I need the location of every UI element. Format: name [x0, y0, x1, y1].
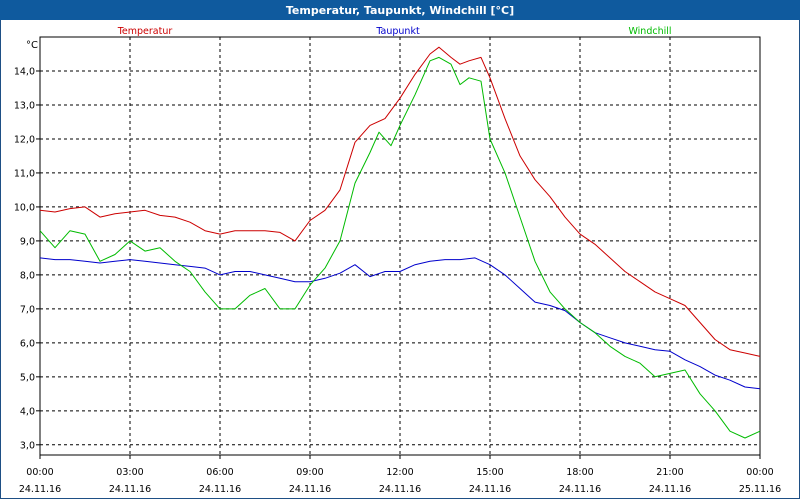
- legend-temperatur: Temperatur: [117, 26, 173, 37]
- x-tick-time: 00:00: [26, 467, 53, 478]
- y-tick-label: 14,0: [14, 66, 35, 77]
- x-tick-date: 24.11.16: [289, 484, 331, 495]
- y-axis-label: °C: [26, 40, 38, 51]
- x-tick-time: 09:00: [296, 467, 323, 478]
- x-tick-labels: 00:00 24.11.16 03:00 24.11.16 06:00 24.11.16 0…: [19, 467, 781, 495]
- y-tick-label: 9,0: [20, 236, 35, 247]
- x-tick-time: 18:00: [566, 467, 593, 478]
- x-tick-date: 24.11.16: [19, 484, 61, 495]
- series-line-temperatur: [39, 46, 761, 357]
- x-tick-date: 24.11.16: [109, 484, 151, 495]
- x-tick-time: 15:00: [476, 467, 503, 478]
- series-line-windchill: [39, 56, 761, 439]
- grid-lines: [36, 37, 761, 459]
- y-tick-label: 10,0: [14, 202, 35, 213]
- y-tick-label: 12,0: [14, 134, 35, 145]
- legend: Temperatur Taupunkt Windchill: [117, 26, 672, 37]
- x-tick-date: 24.11.16: [559, 484, 601, 495]
- chart-title: Temperatur, Taupunkt, Windchill [°C]: [0, 0, 800, 20]
- x-tick-time: 12:00: [386, 467, 413, 478]
- legend-taupunkt: Taupunkt: [375, 26, 420, 37]
- x-tick-time: 00:00: [746, 467, 773, 478]
- y-tick-label: 11,0: [14, 168, 35, 179]
- y-tick-labels: 3,0 4,0 5,0 6,0 7,0 8,0 9,0 10,0 11,0 12,0 13,0 14,…: [14, 66, 35, 451]
- y-tick-label: 5,0: [20, 372, 35, 383]
- x-tick-date: 24.11.16: [649, 484, 691, 495]
- x-tick-date: 24.11.16: [199, 484, 241, 495]
- y-tick-label: 8,0: [20, 270, 35, 281]
- legend-windchill: Windchill: [628, 26, 671, 37]
- y-tick-label: 13,0: [14, 100, 35, 111]
- x-tick-time: 21:00: [656, 467, 683, 478]
- x-tick-date: 24.11.16: [469, 484, 511, 495]
- series-lines: [39, 46, 761, 439]
- x-tick-time: 03:00: [116, 467, 143, 478]
- x-tick-time: 06:00: [206, 467, 233, 478]
- y-tick-label: 6,0: [20, 338, 35, 349]
- y-tick-label: 3,0: [20, 440, 35, 451]
- y-tick-label: 7,0: [20, 304, 35, 315]
- y-tick-label: 4,0: [20, 406, 35, 417]
- x-tick-date: 25.11.16: [739, 484, 781, 495]
- series-line-taupunkt: [39, 257, 761, 390]
- x-tick-date: 24.11.16: [379, 484, 421, 495]
